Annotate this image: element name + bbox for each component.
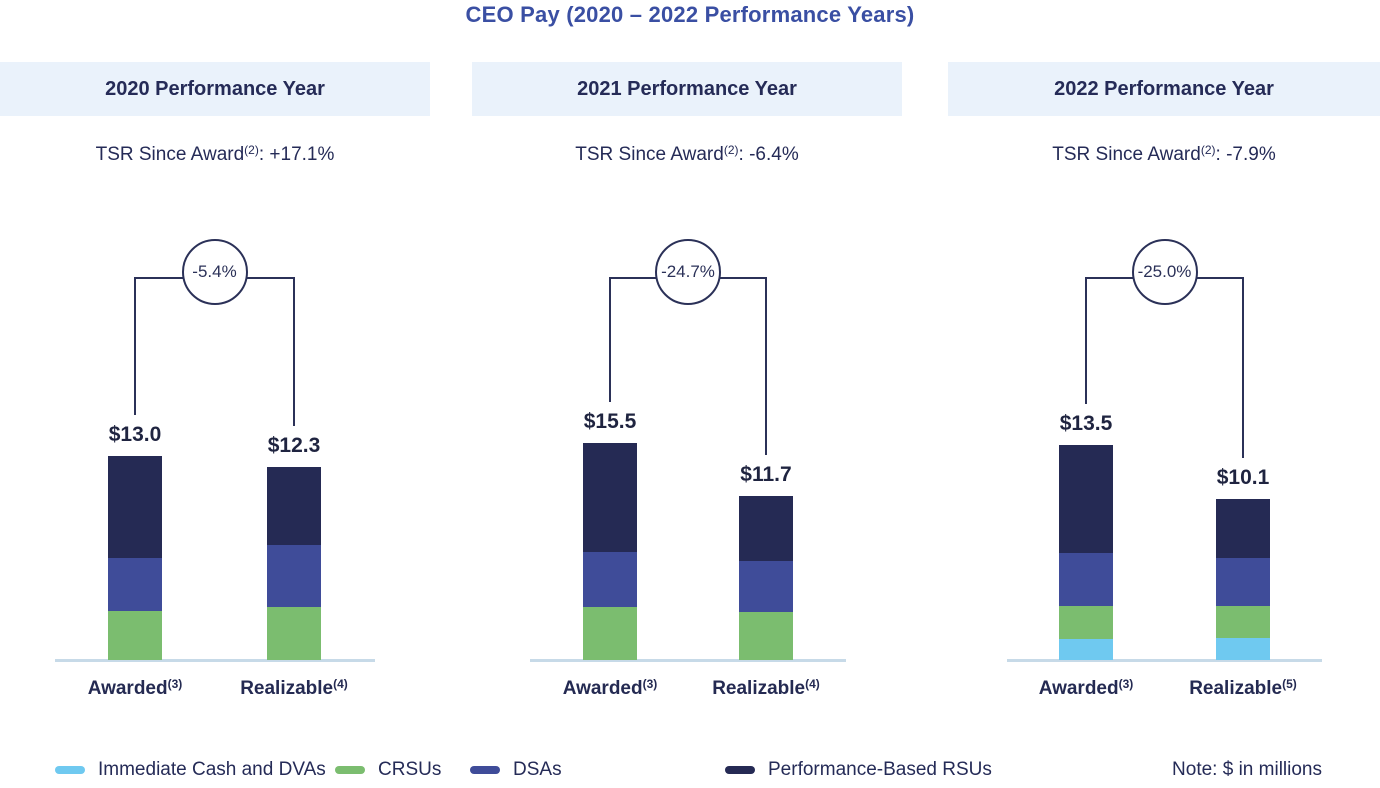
legend-item-crsus: CRSUs	[335, 757, 441, 783]
delta-circle: -5.4%	[181, 239, 248, 305]
tsr-footnote-ref: (2)	[723, 143, 739, 157]
bar-segment-dsas	[739, 560, 793, 613]
tsr-prefix: TSR Since Award	[575, 144, 724, 165]
baseline	[1007, 659, 1322, 662]
category-name: Awarded	[562, 678, 643, 699]
bar-value-label: $11.7	[740, 463, 792, 487]
bar-segment-dsas	[583, 552, 637, 607]
legend-swatch-immediate-cash-dvas	[55, 766, 85, 774]
tsr-separator: :	[258, 144, 270, 165]
legend-label: Performance-Based RSUs	[768, 759, 992, 780]
bar-segment-crsus	[583, 606, 637, 660]
bar-value-label: $13.0	[108, 422, 162, 446]
legend-swatch-dsas	[470, 766, 500, 774]
bar-segment-dsas	[108, 557, 162, 612]
category-footnote-ref: (4)	[805, 677, 820, 691]
bracket-vertical-line	[134, 277, 136, 415]
bar-value-label: $13.5	[1059, 412, 1113, 436]
stacked-bar-awarded	[583, 443, 637, 660]
bar-segment-crsus	[739, 612, 793, 660]
axis-category-label: Awarded(3)	[525, 677, 695, 700]
bracket-vertical-line	[1085, 277, 1087, 405]
bracket-vertical-line	[609, 277, 611, 402]
legend-swatch-crsus	[335, 766, 365, 774]
axis-category-label: Realizable(5)	[1158, 677, 1328, 700]
tsr-footnote-ref: (2)	[1200, 143, 1216, 157]
bracket-vertical-line	[293, 277, 295, 426]
panel-header: 2020 Performance Year	[0, 62, 430, 116]
units-note: Note: $ in millions	[1172, 759, 1322, 780]
bar-segment-immediate-cash-dvas	[1059, 639, 1113, 660]
delta-circle: -25.0%	[1131, 239, 1198, 305]
category-footnote-ref: (3)	[1118, 677, 1134, 691]
tsr-value: +17.1%	[269, 144, 335, 165]
delta-circle: -24.7%	[655, 239, 721, 305]
stacked-bar-awarded	[1059, 445, 1113, 660]
bracket-vertical-line	[765, 277, 767, 456]
bar-segment-immediate-cash-dvas	[1216, 637, 1270, 660]
bar-segment-dsas	[267, 545, 321, 607]
bar-segment-performance-rsus	[1216, 499, 1270, 559]
legend-item-immediate-cash-dvas: Immediate Cash and DVAs	[55, 757, 326, 783]
stacked-bar-realizable	[1216, 499, 1270, 660]
bar-value-label: $12.3	[267, 433, 321, 457]
figure-title: CEO Pay (2020 – 2022 Performance Years)	[465, 2, 915, 27]
legend-label: CRSUs	[378, 759, 442, 780]
legend-swatch-performance-rsus	[725, 766, 755, 774]
bar-segment-dsas	[1059, 553, 1113, 606]
bar-segment-performance-rsus	[1059, 445, 1113, 554]
stacked-bar-realizable	[267, 466, 321, 660]
bar-value-label: $10.1	[1216, 466, 1270, 490]
legend-label: DSAs	[513, 759, 562, 780]
category-name: Realizable	[1189, 678, 1283, 699]
category-name: Realizable	[712, 678, 806, 699]
legend-item-dsas: DSAs	[470, 757, 562, 783]
bar-segment-dsas	[1216, 558, 1270, 606]
tsr-value: -6.4%	[749, 144, 799, 165]
tsr-separator: :	[738, 144, 750, 165]
baseline	[530, 659, 846, 662]
tsr-prefix: TSR Since Award	[1052, 144, 1201, 165]
stacked-bar-realizable	[739, 496, 793, 660]
tsr-footnote-ref: (2)	[244, 143, 259, 157]
category-footnote-ref: (3)	[167, 677, 183, 691]
category-footnote-ref: (3)	[642, 677, 658, 691]
legend-item-performance-rsus: Performance-Based RSUs	[725, 757, 992, 783]
axis-category-label: Realizable(4)	[209, 677, 379, 700]
bar-segment-performance-rsus	[267, 466, 321, 546]
stacked-bar-awarded	[108, 455, 162, 660]
tsr-prefix: TSR Since Award	[95, 144, 245, 165]
tsr-separator: :	[1215, 144, 1227, 165]
category-name: Awarded	[87, 678, 168, 699]
category-name: Realizable	[240, 678, 334, 699]
category-footnote-ref: (4)	[333, 677, 348, 691]
bar-segment-performance-rsus	[739, 496, 793, 561]
axis-category-label: Realizable(4)	[681, 677, 851, 700]
bar-segment-crsus	[1216, 605, 1270, 638]
bar-segment-crsus	[108, 611, 162, 660]
tsr-line: TSR Since Award(2): +17.1%	[0, 143, 430, 166]
category-name: Awarded	[1038, 678, 1119, 699]
bar-segment-crsus	[267, 606, 321, 660]
bar-segment-performance-rsus	[108, 455, 162, 558]
axis-category-label: Awarded(3)	[50, 677, 220, 700]
bracket-vertical-line	[1242, 277, 1244, 459]
tsr-line: TSR Since Award(2): -7.9%	[948, 143, 1380, 166]
axis-category-label: Awarded(3)	[1001, 677, 1171, 700]
panel-header: 2022 Performance Year	[948, 62, 1380, 116]
tsr-value: -7.9%	[1226, 144, 1276, 165]
bar-segment-performance-rsus	[583, 443, 637, 553]
panel-header: 2021 Performance Year	[472, 62, 902, 116]
bar-value-label: $15.5	[583, 410, 637, 433]
legend-label: Immediate Cash and DVAs	[98, 759, 326, 780]
baseline	[55, 659, 375, 662]
bar-segment-crsus	[1059, 605, 1113, 640]
tsr-line: TSR Since Award(2): -6.4%	[472, 143, 902, 166]
category-footnote-ref: (5)	[1282, 677, 1297, 691]
